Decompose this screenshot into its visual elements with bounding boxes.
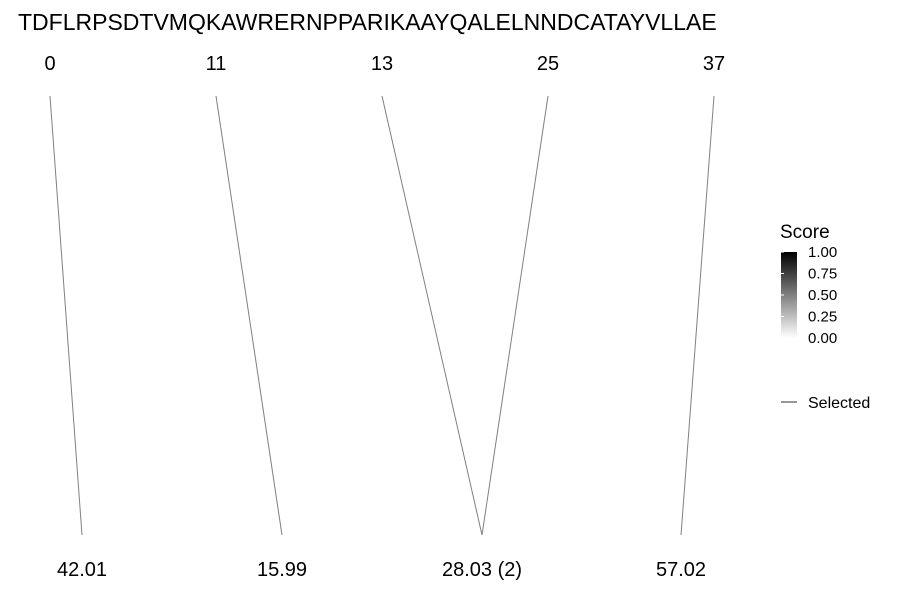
legend-tick-label: 0.50	[808, 287, 837, 304]
top-position-label: 25	[537, 53, 559, 75]
legend-tick-label: 0.00	[808, 330, 837, 347]
score-colorbar	[781, 252, 797, 338]
bottom-mass-label: 15.99	[257, 559, 307, 581]
top-position-label: 11	[206, 53, 227, 75]
legend-tick-label: 0.25	[808, 309, 837, 326]
selected-legend-label: Selected	[808, 395, 870, 412]
link-line	[49, 95, 83, 536]
top-position-label: 0	[44, 53, 55, 75]
link-line	[215, 95, 283, 536]
legend-tick-label: 0.75	[808, 266, 837, 283]
legend-title: Score	[780, 222, 830, 243]
top-position-label: 37	[703, 53, 725, 75]
link-line	[481, 95, 549, 536]
link-line	[381, 95, 483, 536]
bottom-mass-labels: 42.01 15.99 28.03 (2) 57.02	[57, 559, 706, 581]
top-position-labels: 0 11 13 25 37	[44, 53, 725, 75]
bottom-mass-label: 28.03 (2)	[442, 559, 522, 581]
link-lines	[49, 95, 715, 536]
link-line	[680, 95, 715, 536]
legend-tick-label: 1.00	[808, 244, 837, 261]
score-legend: Score 1.00 0.75 0.50 0.25 0.00 Selected	[780, 222, 870, 412]
top-position-label: 13	[371, 53, 393, 75]
sequence-title: TDFLRPSDTVMQKAWRERNPPARIKAAYQALELNNDCATA…	[18, 9, 717, 35]
legend-tick-labels: 1.00 0.75 0.50 0.25 0.00	[781, 244, 837, 347]
bottom-mass-label: 57.02	[656, 559, 706, 581]
bottom-mass-label: 42.01	[57, 559, 107, 581]
